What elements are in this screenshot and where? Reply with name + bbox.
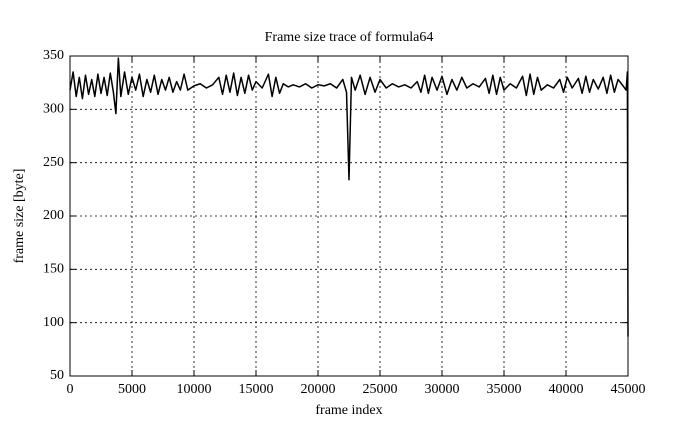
- x-tick-label: 45000: [611, 382, 646, 397]
- x-tick-label: 25000: [363, 382, 398, 397]
- chart-title: Frame size trace of formula64: [265, 30, 434, 45]
- x-axis-label: frame index: [315, 403, 382, 418]
- y-tick-label: 200: [43, 208, 64, 223]
- x-tick-label: 35000: [487, 382, 522, 397]
- x-tick-label: 40000: [549, 382, 584, 397]
- x-tick-label: 0: [67, 382, 74, 397]
- x-tick-label: 15000: [239, 382, 274, 397]
- y-tick-label: 100: [43, 315, 64, 330]
- series-line: [69, 57, 629, 337]
- x-tick-label: 10000: [177, 382, 212, 397]
- x-tick-label: 5000: [118, 382, 146, 397]
- y-tick-label: 300: [43, 102, 64, 117]
- y-tick-label: 150: [43, 262, 64, 277]
- y-tick-label: 250: [43, 155, 64, 170]
- y-tick-label: 50: [50, 368, 64, 383]
- x-tick-label: 20000: [301, 382, 336, 397]
- y-axis-label: frame size [byte]: [12, 169, 27, 264]
- y-tick-label: 350: [43, 48, 64, 63]
- x-tick-label: 30000: [425, 382, 460, 397]
